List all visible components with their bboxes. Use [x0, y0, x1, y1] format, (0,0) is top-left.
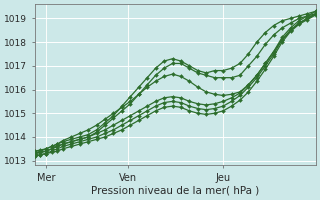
X-axis label: Pression niveau de la mer( hPa ): Pression niveau de la mer( hPa ) [91, 186, 260, 196]
